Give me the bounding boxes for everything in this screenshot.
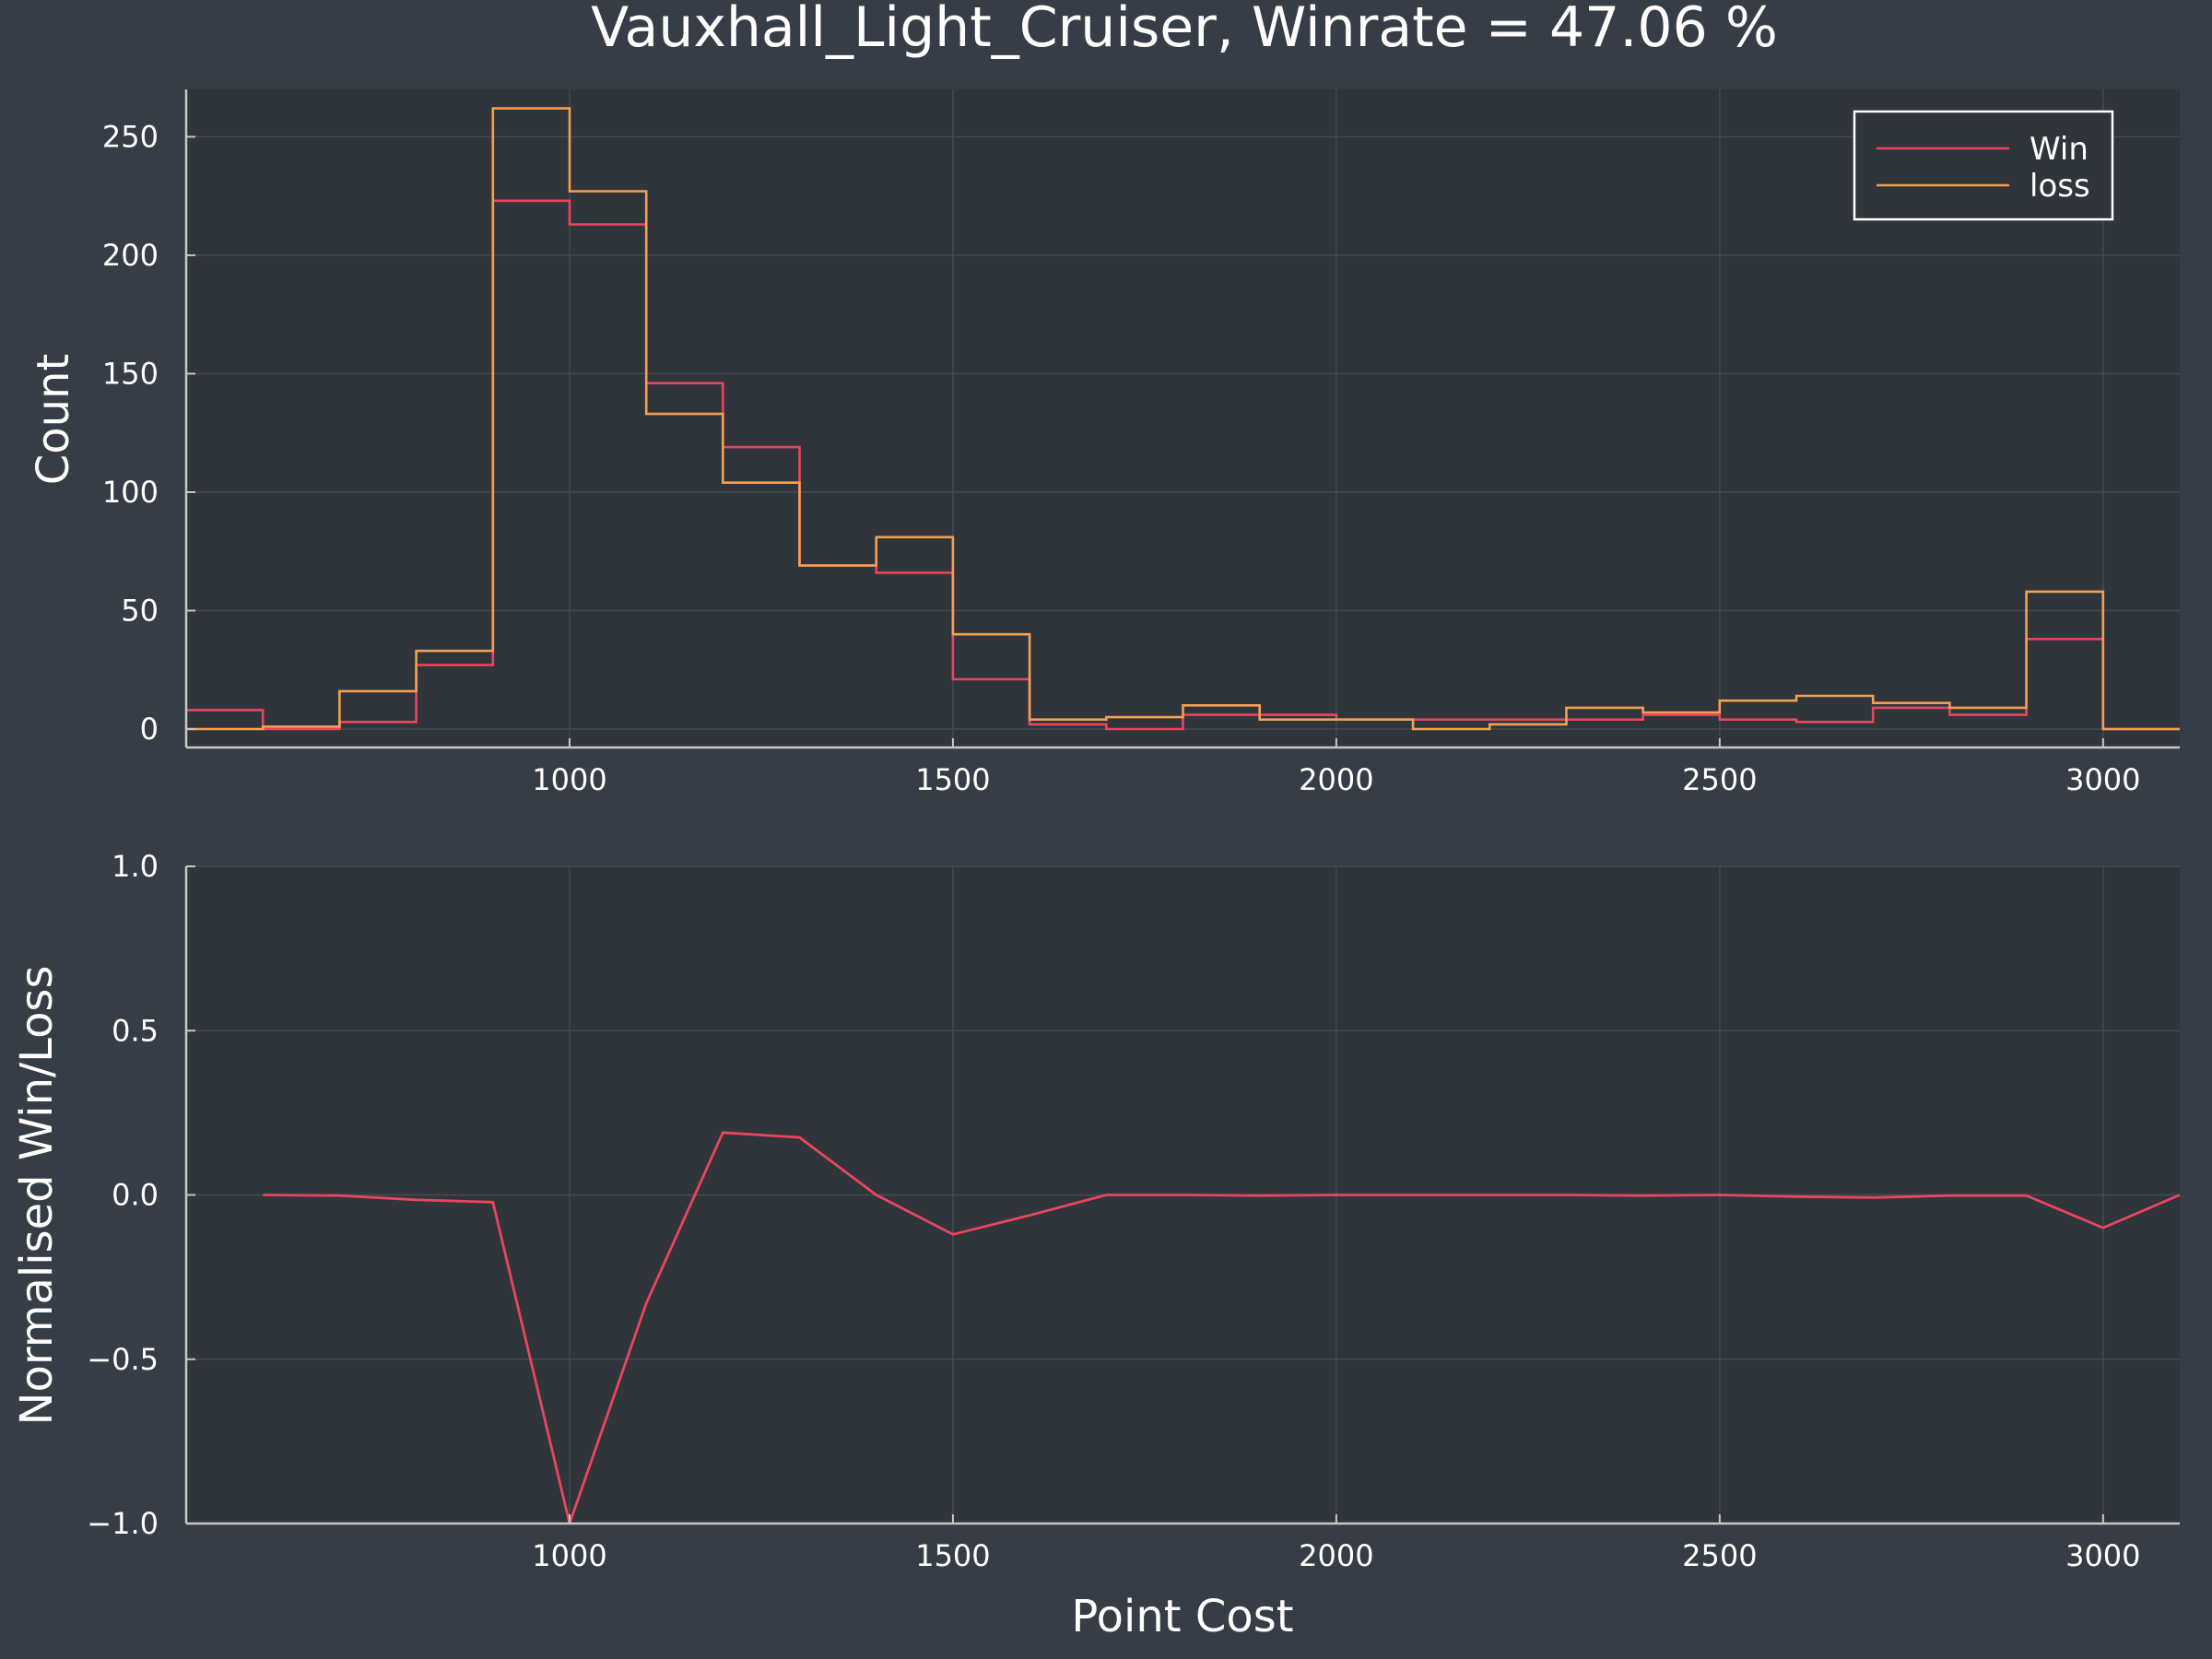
top-x-tick-label: 1500 xyxy=(915,762,990,797)
bot-x-tick-label: 2500 xyxy=(1682,1538,1757,1573)
top-y-tick-label: 0 xyxy=(140,712,159,747)
bot-y-tick-label: 0.0 xyxy=(112,1178,159,1213)
histogram-series-loss-line xyxy=(186,107,2180,731)
histogram-axes xyxy=(184,89,2180,749)
histogram-panel: 1000 1500 2000 2500 3000 0 50 100 150 200 250 Coun… xyxy=(28,89,2180,797)
histogram-tick-labels: 1000 1500 2000 2500 3000 0 50 100 150 200 250 xyxy=(102,119,2141,797)
bot-y-tick-label: −1.0 xyxy=(87,1506,159,1541)
legend-box xyxy=(1853,110,2114,221)
top-y-tick-label: 150 xyxy=(102,356,159,391)
ratio-panel: 1000 1500 2000 2500 3000 −1.0 −0.5 0.0 0.5 1.0 No… xyxy=(11,849,2181,1642)
legend-label-win: Win xyxy=(2030,131,2088,168)
bot-x-tick-label: 3000 xyxy=(2065,1538,2140,1573)
bot-x-tick-label: 2000 xyxy=(1299,1538,1373,1573)
top-y-tick-label: 250 xyxy=(102,119,159,154)
histogram-series xyxy=(186,107,2180,731)
ratio-series xyxy=(263,1131,2181,1525)
top-y-tick-label: 50 xyxy=(121,593,159,628)
ratio-axes xyxy=(184,865,2180,1525)
legend-label-loss: loss xyxy=(2030,168,2090,205)
bot-y-tick-label: 0.5 xyxy=(112,1013,159,1048)
top-x-tick-label: 1000 xyxy=(532,762,606,797)
bot-y-tick-label: −0.5 xyxy=(87,1342,159,1377)
top-x-tick-label: 2500 xyxy=(1682,762,1757,797)
ratio-y-axis-label: Normalised Win/Loss xyxy=(11,966,63,1426)
histogram-plot-area xyxy=(186,89,2180,747)
top-y-tick-label: 100 xyxy=(102,475,159,510)
histogram-y-axis-label: Count xyxy=(28,354,79,486)
top-x-tick-label: 3000 xyxy=(2065,762,2140,797)
bot-x-tick-label: 1000 xyxy=(532,1538,606,1573)
ratio-series-line xyxy=(263,1131,2181,1525)
bot-x-tick-label: 1500 xyxy=(915,1538,990,1573)
ratio-x-axis-label: Point Cost xyxy=(1071,1591,1293,1642)
ratio-tick-labels: 1000 1500 2000 2500 3000 −1.0 −0.5 0.0 0.5 1.0 xyxy=(87,849,2140,1573)
bot-y-tick-label: 1.0 xyxy=(112,849,159,884)
top-y-tick-label: 200 xyxy=(102,238,159,273)
chart-title: Vauxhall_Light_Cruiser, Winrate = 47.06 … xyxy=(591,0,1778,60)
top-x-tick-label: 2000 xyxy=(1299,762,1373,797)
